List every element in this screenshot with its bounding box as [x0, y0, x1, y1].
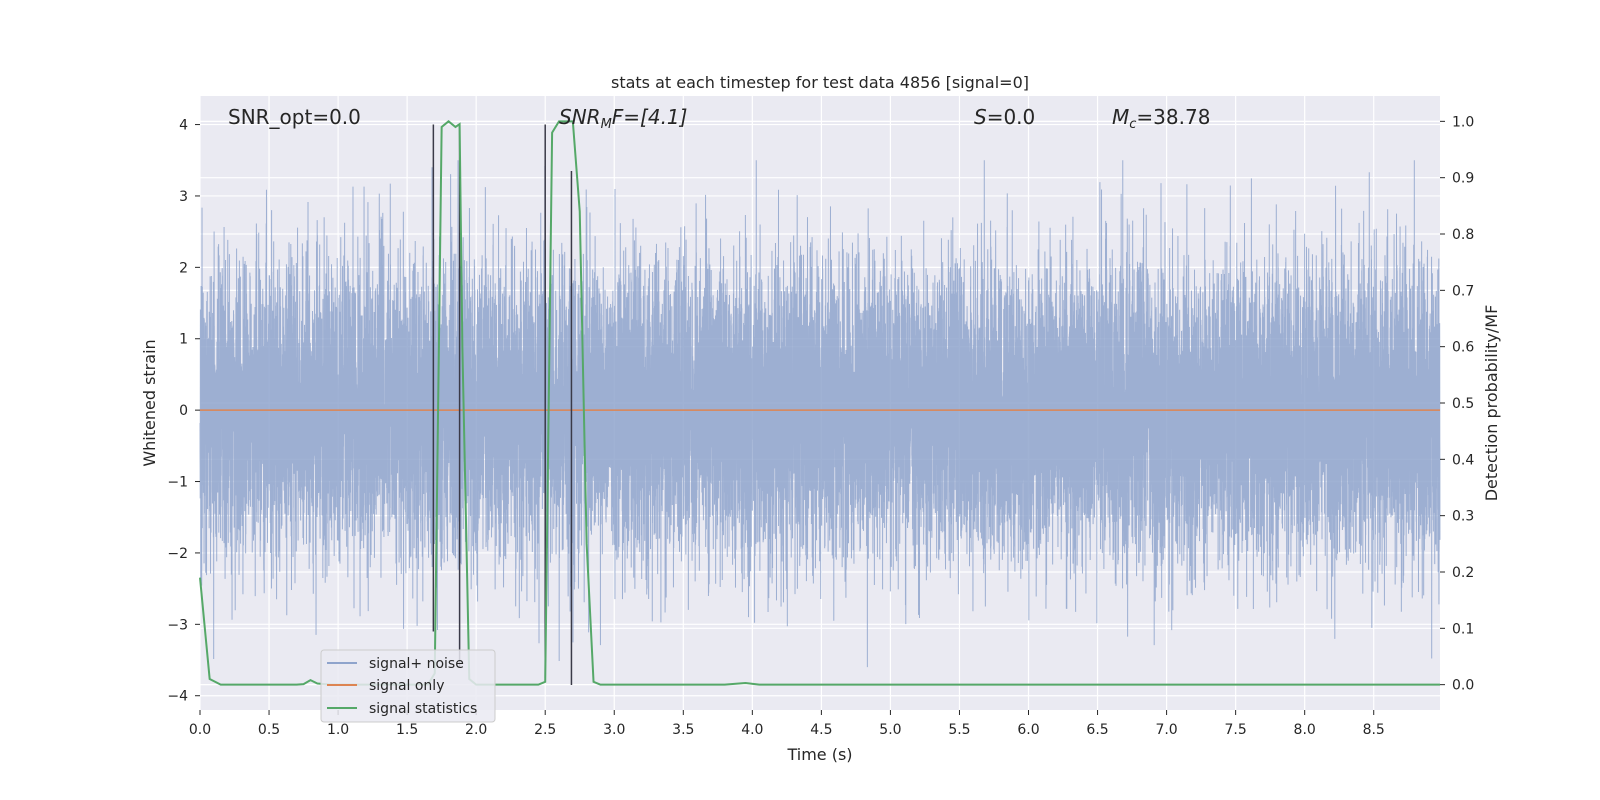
x-tick-label: 4.5	[810, 722, 832, 738]
x-tick-label: 7.5	[1225, 722, 1247, 738]
mc-main: M	[1112, 105, 1129, 129]
y-tick-label: 1	[179, 332, 188, 348]
y2-tick-label: 1.0	[1452, 114, 1474, 130]
y-tick-label: −1	[167, 475, 188, 491]
x-tick-label: 3.5	[672, 722, 694, 738]
x-tick-label: 0.5	[258, 722, 280, 738]
x-tick-label: 0.0	[189, 722, 211, 738]
x-tick-label: 6.5	[1086, 722, 1108, 738]
x-tick-label: 2.0	[465, 722, 487, 738]
s-rest: =0.0	[987, 105, 1036, 129]
x-tick-label: 7.0	[1155, 722, 1177, 738]
x-tick-label: 5.0	[879, 722, 901, 738]
y2-tick-label: 0.6	[1452, 340, 1474, 356]
annotation-snr-opt: SNR_opt=0.0	[228, 105, 361, 129]
y2-tick-label: 0.9	[1452, 171, 1474, 187]
y2-tick-label: 0.2	[1452, 565, 1474, 581]
snr-mf-sub: M	[601, 117, 612, 132]
y-tick-label: 2	[179, 260, 188, 276]
x-axis-title: Time (s)	[786, 745, 852, 764]
y2-axis-title: Detection probability/MF	[1482, 305, 1501, 502]
x-tick-label: 4.0	[741, 722, 763, 738]
y-tick-label: −4	[167, 689, 188, 705]
snr-mf-rest: F=[4.1]	[612, 105, 688, 129]
y-tick-label: −3	[167, 617, 188, 633]
chart-title: stats at each timestep for test data 485…	[611, 73, 1029, 92]
y-tick-label: 0	[179, 403, 188, 419]
y2-tick-label: 0.7	[1452, 283, 1474, 299]
snr-mf-main: SNR	[559, 105, 601, 129]
signal-noise-line	[199, 160, 1441, 668]
s-main: S	[974, 105, 987, 129]
x-tick-label: 3.0	[603, 722, 625, 738]
x-tick-label: 6.0	[1017, 722, 1039, 738]
x-tick-label: 5.5	[948, 722, 970, 738]
legend-label-signal-noise: signal+ noise	[369, 656, 464, 672]
mc-sub: c	[1129, 117, 1136, 132]
annotation-mc: Mc=38.78	[1112, 105, 1210, 132]
mc-rest: =38.78	[1136, 105, 1210, 129]
y2-tick-label: 0.3	[1452, 509, 1474, 525]
y-axis-left: 4 3 2 1 0 −1 −2 −3 −4	[167, 118, 200, 705]
legend-box	[320, 649, 496, 723]
vertical-markers	[432, 124, 573, 686]
x-tick-label: 1.5	[396, 722, 418, 738]
y2-tick-label: 0.0	[1452, 678, 1474, 694]
x-axis: 0.0 0.5 1.0 1.5 2.0 2.5 3.0 3.5 4.0 4.5 5.0 5.5 6.0 6…	[189, 710, 1385, 738]
y2-tick-label: 0.4	[1452, 452, 1474, 468]
annotation-snr-mf: SNRMF=[4.1]	[559, 105, 687, 132]
x-tick-label: 1.0	[327, 722, 349, 738]
annotation-s: S=0.0	[974, 105, 1035, 129]
legend-label-signal-only: signal only	[369, 678, 444, 694]
y-axis-title: Whitened strain	[140, 339, 159, 466]
y2-tick-label: 0.1	[1452, 621, 1474, 637]
y-axis-right: 1.0 0.9 0.8 0.7 0.6 0.5 0.4 0.3 0.2 0.1 0.0	[1440, 114, 1474, 694]
series-signal-noise	[199, 160, 1441, 668]
x-tick-label: 8.0	[1294, 722, 1316, 738]
y2-tick-label: 0.8	[1452, 227, 1474, 243]
legend-label-signal-statistics: signal statistics	[369, 701, 477, 717]
x-tick-label: 8.5	[1363, 722, 1385, 738]
legend: signal+ noise signal only signal statist…	[320, 649, 496, 723]
y2-tick-label: 0.5	[1452, 396, 1474, 412]
y-tick-label: 4	[179, 118, 188, 134]
x-tick-label: 2.5	[534, 722, 556, 738]
y-tick-label: −2	[167, 546, 188, 562]
y-tick-label: 3	[179, 189, 188, 205]
